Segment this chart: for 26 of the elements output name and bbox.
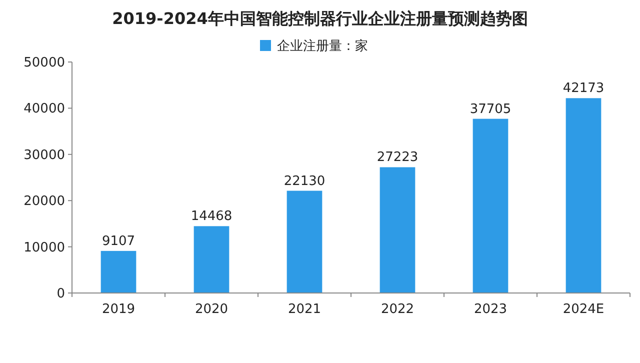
y-tick-label: 40000	[24, 102, 65, 117]
data-label: 14468	[190, 209, 232, 224]
bar	[472, 118, 508, 293]
bar	[566, 98, 602, 293]
y-tick-label: 0	[56, 286, 65, 302]
data-label: 22130	[284, 174, 326, 189]
x-tick-label: 2024E	[562, 302, 604, 317]
x-tick-label: 2019	[102, 302, 136, 317]
x-tick-label: 2020	[194, 302, 228, 317]
x-tick-label: 2022	[380, 302, 414, 317]
y-tick-label: 50000	[24, 56, 65, 70]
y-tick-label: 10000	[24, 240, 65, 256]
data-label: 9107	[102, 234, 136, 249]
bar	[194, 226, 230, 293]
bar	[100, 250, 136, 293]
data-label: 37705	[470, 102, 512, 117]
x-tick-label: 2023	[474, 302, 508, 317]
chart-title: 2019-2024年中国智能控制器行业企业注册量预测趋势图	[112, 9, 528, 28]
data-label: 27223	[376, 150, 418, 166]
bar	[286, 190, 322, 293]
x-tick-label: 2021	[288, 302, 322, 317]
y-tick-label: 20000	[24, 194, 65, 210]
y-tick-label: 30000	[24, 148, 65, 163]
data-label: 42173	[562, 81, 604, 96]
legend-label: 企业注册量：家	[277, 38, 368, 54]
bar	[380, 167, 416, 293]
